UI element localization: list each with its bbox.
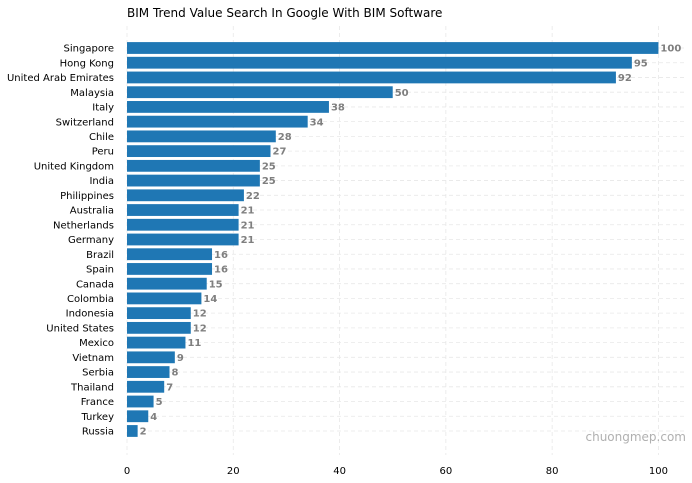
bar-value-label: 27 (272, 147, 286, 158)
bar-value-label: 21 (241, 235, 255, 246)
bar-value-label: 12 (193, 323, 207, 334)
bar (127, 101, 329, 113)
bar-value-label: 2 (140, 427, 147, 438)
y-category-label: Turkey (80, 412, 114, 423)
bar (127, 189, 244, 202)
bar-value-label: 15 (209, 279, 223, 290)
bar-value-label: 50 (395, 88, 409, 99)
y-category-label: Colombia (67, 294, 114, 305)
y-category-label: Mexico (79, 338, 114, 349)
y-category-label: Serbia (82, 368, 114, 379)
chart-title: BIM Trend Value Search In Google With BI… (127, 6, 442, 20)
y-category-label: Italy (92, 103, 114, 114)
x-tick-label: 0 (124, 466, 130, 477)
y-category-label: Thailand (70, 382, 114, 393)
bar (127, 351, 175, 364)
y-category-label: Malaysia (70, 88, 114, 99)
x-tick-label: 40 (333, 466, 346, 477)
bar (127, 395, 154, 408)
bar (127, 159, 260, 172)
bar-value-label: 95 (634, 58, 648, 69)
bar (127, 115, 308, 128)
bar (127, 307, 191, 320)
bar-value-label: 28 (278, 132, 292, 143)
y-category-label: Germany (68, 235, 114, 246)
bar-value-label: 11 (187, 338, 201, 349)
bar-value-label: 92 (618, 73, 632, 84)
y-category-label: United Kingdom (34, 161, 114, 172)
bar (127, 248, 213, 261)
bar (127, 130, 276, 143)
y-category-label: United Arab Emirates (7, 73, 114, 84)
bar (127, 425, 138, 437)
bar (127, 204, 239, 216)
y-category-label: Peru (92, 147, 114, 158)
y-category-label: Netherlands (53, 220, 114, 231)
bar (127, 366, 170, 378)
bar (127, 233, 239, 246)
bar (127, 71, 616, 84)
bar-value-label: 21 (241, 220, 255, 231)
bar (127, 410, 149, 423)
y-category-label: Chile (89, 132, 114, 143)
y-category-label: Singapore (64, 44, 114, 55)
bar-value-label: 16 (214, 265, 228, 276)
watermark-text: chuongmep.com (585, 430, 686, 444)
bar-value-label: 38 (331, 103, 345, 114)
bar-value-label: 100 (660, 44, 681, 55)
bars (127, 42, 659, 437)
bar-value-label: 12 (193, 309, 207, 320)
bar-value-label: 8 (172, 368, 179, 379)
y-category-label: Philippines (60, 191, 114, 202)
bar (127, 277, 207, 290)
bar (127, 145, 271, 158)
category-labels: Singapore Hong Kong United Arab Emirates Ma… (7, 44, 114, 438)
y-category-label: Brazil (86, 250, 114, 261)
y-category-label: United States (46, 323, 114, 334)
y-category-label: Spain (86, 265, 114, 276)
y-category-label: Indonesia (66, 309, 114, 320)
data-labels: 1009592503834282725252221212116161514121… (140, 44, 682, 438)
bar (127, 292, 202, 305)
x-tick-label: 20 (227, 466, 240, 477)
bar (127, 42, 659, 54)
bar-value-label: 25 (262, 176, 276, 187)
bar-value-label: 16 (214, 250, 228, 261)
bar-value-label: 9 (177, 353, 184, 364)
bar (127, 56, 632, 69)
bar-value-label: 22 (246, 191, 260, 202)
bar (127, 336, 186, 349)
bar-value-label: 25 (262, 161, 276, 172)
y-category-label: Vietnam (72, 353, 114, 364)
y-category-label: Switzerland (56, 117, 114, 128)
bar (127, 218, 239, 231)
y-category-label: Hong Kong (60, 58, 114, 69)
x-tick-label: 60 (439, 466, 452, 477)
y-category-label: Canada (76, 279, 114, 290)
bar-value-label: 5 (156, 397, 163, 408)
bar (127, 174, 260, 187)
y-category-label: India (89, 176, 114, 187)
bar (127, 321, 191, 334)
bar (127, 86, 393, 99)
bar-value-label: 21 (241, 206, 255, 217)
y-category-label: Russia (82, 427, 114, 438)
bar-value-label: 7 (166, 382, 173, 393)
y-category-label: France (81, 397, 114, 408)
bar (127, 263, 213, 275)
bar-value-label: 14 (203, 294, 217, 305)
x-tick-label: 100 (649, 466, 668, 477)
x-axis-ticks: 0 20 40 60 80 100 (124, 466, 668, 477)
bar (127, 380, 165, 393)
bar-value-label: 34 (310, 117, 324, 128)
x-tick-label: 80 (546, 466, 559, 477)
y-category-label: Australia (70, 206, 114, 217)
bar-value-label: 4 (150, 412, 157, 423)
